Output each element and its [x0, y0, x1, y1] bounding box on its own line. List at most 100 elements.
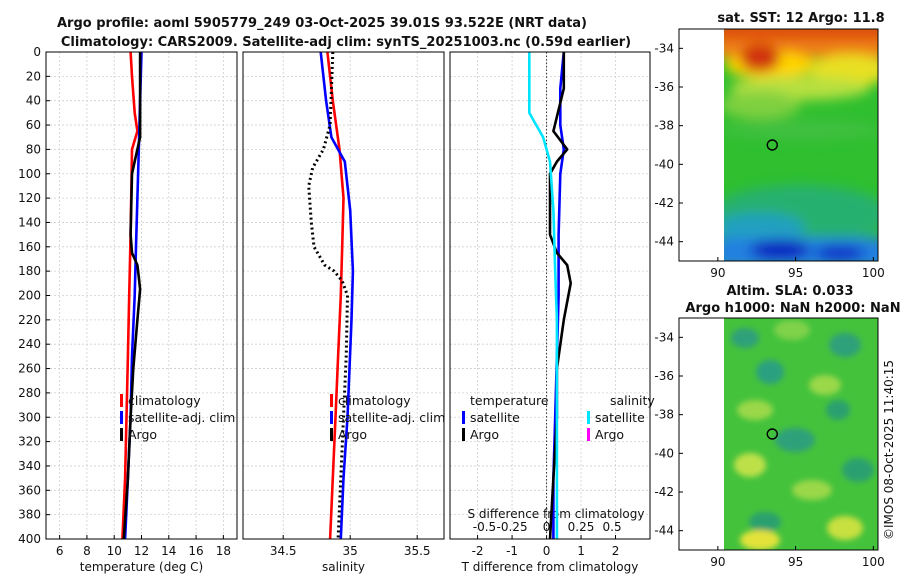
legend-swatch-clim: [120, 394, 123, 407]
legend-label-argo: Argo: [128, 427, 157, 442]
y-tick-label: 260: [18, 362, 41, 376]
y-tick-label: 140: [18, 215, 41, 229]
legend-swatch-sat: [330, 411, 333, 424]
legend-label-clim: climatology: [338, 393, 411, 408]
y-tick-label: 340: [18, 459, 41, 473]
map-y-tick-label: -44: [654, 235, 674, 249]
y-tick-label: 280: [18, 386, 41, 400]
x-tick-label: 35: [343, 544, 358, 558]
x-tick-label: 34.5: [270, 544, 297, 558]
sla-map-title-1: Altim. SLA: 0.033: [727, 284, 854, 299]
difference-panel: -2 -1 0 1 2-0.5 -0.25 0 0.25 0.5S difference fro…: [449, 51, 651, 574]
series-line-satellite-adj-clim: [319, 51, 355, 540]
y-tick-label: 100: [18, 167, 41, 181]
title-line-2: Climatology: CARS2009. Satellite-adj cli…: [61, 35, 631, 50]
series-line-argo: [122, 52, 142, 540]
difference-legend: temperature salinity satellite Argo sate…: [462, 393, 655, 442]
imos-timestamp: ©IMOS 08-Oct-2025 11:40:15: [882, 360, 896, 540]
legend-label-sat: satellite-adj. clim: [338, 410, 445, 425]
series-line-climatology: [326, 51, 345, 540]
salinity-panel: 34.5 35 35.5 salinity: [242, 51, 445, 574]
argo-position-marker: [766, 428, 778, 440]
map-y-tick-label: -38: [654, 119, 674, 133]
y-tick-label: 360: [18, 483, 41, 497]
x-tick-label: 14: [161, 544, 176, 558]
top-tick-label: 0: [543, 520, 551, 534]
legend-swatch-s-argo: [587, 428, 590, 441]
x-axis-label: salinity: [322, 560, 365, 574]
y-tick-label: 80: [26, 142, 41, 156]
x-tick-label: 1: [577, 544, 585, 558]
y-tick-label: 0: [33, 45, 41, 59]
legend-label-s-satellite: satellite: [595, 410, 645, 425]
y-tick-label: 220: [18, 313, 41, 327]
sla-map-title-2: Argo h1000: NaN h2000: NaN: [685, 301, 900, 316]
plot-frame: [45, 51, 238, 540]
legend-swatch-sat: [120, 411, 123, 424]
salinity-legend: climatology satellite-adj. clim Argo: [330, 393, 445, 442]
top-tick-label: 0.5: [603, 520, 622, 534]
y-tick-label: 320: [18, 435, 41, 449]
legend-swatch-clim: [330, 394, 333, 407]
map-x-tick-label: 90: [710, 266, 725, 280]
x-tick-label: 12: [134, 544, 149, 558]
temperature-legend: climatology satellite-adj. clim Argo: [120, 393, 235, 442]
plot-frame: [449, 51, 651, 540]
plot-frame: [242, 51, 445, 540]
x-tick-label: 18: [216, 544, 231, 558]
sla-map-frame: [678, 317, 879, 551]
legend-swatch-argo: [330, 428, 333, 441]
sst-map: 90 95 100 -34 -36 -38 -40 -42 -44: [654, 28, 885, 280]
sla-map-land: [679, 318, 724, 550]
title-line-1: Argo profile: aoml 5905779_249 03-Oct-20…: [57, 16, 587, 31]
top-tick-label: 0.25: [568, 520, 595, 534]
series-line-salinity-satellite: [527, 52, 559, 539]
x-tick-label: -1: [506, 544, 518, 558]
x-tick-label: 8: [83, 544, 91, 558]
y-tick-label: 300: [18, 410, 41, 424]
map-y-tick-label: -44: [654, 524, 674, 538]
legend-swatch-t-argo: [462, 428, 465, 441]
sst-map-land: [679, 29, 724, 261]
top-tick-label: -0.25: [497, 520, 528, 534]
x-tick-label: 6: [56, 544, 64, 558]
legend-label-t-argo: Argo: [470, 427, 499, 442]
argo-position-marker: [766, 139, 778, 151]
map-x-tick-label: 90: [710, 555, 725, 569]
legend-label-clim: climatology: [128, 393, 201, 408]
map-x-tick-label: 95: [788, 555, 803, 569]
legend-label-sat: satellite-adj. clim: [128, 410, 235, 425]
y-tick-label: 60: [26, 118, 41, 132]
y-tick-label: 160: [18, 240, 41, 254]
legend-swatch-argo: [120, 428, 123, 441]
x-tick-label: 10: [107, 544, 122, 558]
x-tick-label: 16: [188, 544, 203, 558]
y-tick-label: 40: [26, 94, 41, 108]
legend-label-argo: Argo: [338, 427, 367, 442]
map-y-tick-label: -38: [654, 408, 674, 422]
legend-header-temperature: temperature: [470, 393, 549, 408]
map-y-tick-label: -34: [654, 330, 674, 344]
y-tick-label: 120: [18, 191, 41, 205]
map-y-tick-label: -42: [654, 485, 674, 499]
map-y-tick-label: -40: [654, 157, 674, 171]
map-x-tick-label: 95: [788, 266, 803, 280]
x-tick-label: 2: [612, 544, 620, 558]
map-y-tick-label: -34: [654, 41, 674, 55]
temperature-panel: 6 8 10 12 14 16 180204060801001201401601802002…: [18, 45, 238, 574]
y-tick-label: 240: [18, 337, 41, 351]
legend-swatch-t-satellite: [462, 411, 465, 424]
map-x-tick-label: 100: [862, 555, 885, 569]
map-y-tick-label: -40: [654, 446, 674, 460]
series-line-argo: [307, 51, 349, 540]
sla-map: 90 95 100 -34 -36 -38 -40 -42 -44: [654, 317, 885, 569]
legend-label-s-argo: Argo: [595, 427, 624, 442]
y-tick-label: 180: [18, 264, 41, 278]
map-x-tick-label: 100: [862, 266, 885, 280]
y-tick-label: 380: [18, 508, 41, 522]
top-tick-label: -0.5: [473, 520, 496, 534]
x-tick-label: 0: [543, 544, 551, 558]
y-tick-label: 20: [26, 69, 41, 83]
map-y-tick-label: -36: [654, 80, 674, 94]
